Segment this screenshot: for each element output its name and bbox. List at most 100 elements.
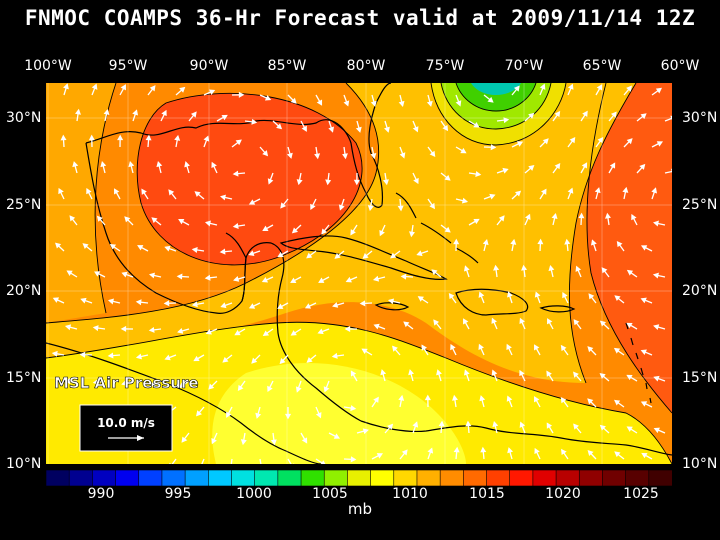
wind-arrowhead (280, 202, 287, 209)
wind-arrowhead (277, 251, 284, 258)
lat-label-left: 30°N (6, 110, 42, 126)
wind-arrowhead (328, 126, 335, 133)
map-title: FNMOC COAMPS 36-Hr Forecast valid at 200… (24, 6, 696, 30)
wind-arrowhead (350, 405, 357, 412)
wind-arrowhead (121, 380, 128, 386)
wind-arrowhead (599, 373, 606, 379)
wind-arrowhead (587, 450, 594, 457)
wind-arrow (664, 170, 672, 174)
wind-arrowhead (367, 205, 374, 212)
wind-arrowhead (238, 91, 245, 98)
wind-arrowhead (626, 426, 633, 432)
wind-arrowhead (221, 114, 228, 121)
wind-arrow (171, 458, 177, 464)
wind-arrowhead (196, 410, 202, 417)
lon-label: 85°W (267, 58, 307, 74)
wind-arrowhead (79, 351, 86, 358)
wind-arrowhead (652, 220, 659, 227)
colorbar-swatch (347, 470, 372, 486)
lon-label: 80°W (346, 58, 386, 74)
wind-arrowhead (69, 215, 76, 222)
wind-arrowhead (413, 177, 419, 185)
wind-arrowhead (315, 412, 322, 419)
lat-label-right: 25°N (682, 197, 718, 213)
wind-arrowhead (614, 399, 621, 406)
wind-arrowhead (387, 298, 395, 305)
wind-arrowhead (493, 264, 500, 271)
colorbar-tick: 1000 (236, 486, 272, 502)
wind-arrowhead (546, 370, 552, 377)
wind-arrowhead (270, 439, 277, 446)
wind-arrowhead (306, 357, 313, 363)
wind-arrowhead (262, 225, 269, 231)
colorbar-swatch (138, 470, 163, 486)
wind-arrowhead (626, 138, 633, 145)
wind-arrowhead (480, 446, 487, 453)
wind-arrowhead (438, 420, 445, 427)
wind-arrowhead (149, 85, 156, 92)
wind-arrowhead (641, 452, 648, 459)
wind-arrowhead (117, 134, 124, 141)
wind-arrowhead (94, 271, 101, 277)
wind-arrowhead (325, 179, 332, 186)
wind-arrowhead (362, 428, 369, 435)
wind-arrowhead (321, 228, 328, 235)
wind-arrowhead (569, 137, 576, 144)
wind-arrowhead (442, 124, 449, 132)
wind-arrowhead (573, 319, 580, 326)
wind-arrowhead (310, 203, 316, 211)
wind-arrowhead (534, 396, 540, 403)
wind-arrowhead (412, 421, 419, 428)
wind-arrowhead (370, 153, 377, 160)
wind-arrowhead (350, 229, 356, 236)
wind-arrowhead (338, 204, 345, 211)
wind-arrowhead (350, 456, 357, 463)
wind-arrowhead (609, 162, 616, 169)
wind-arrowhead (491, 369, 498, 376)
wind-arrowhead (191, 301, 198, 308)
wind-arrowhead (429, 150, 436, 157)
wind-arrowhead (107, 352, 114, 359)
wind-arrowhead (601, 267, 608, 274)
wind-arrowhead (534, 291, 541, 298)
wind-arrowhead (164, 245, 171, 252)
wind-arrowhead (156, 160, 163, 168)
wind-arrowhead (433, 319, 440, 326)
wind-arrowhead (489, 193, 496, 200)
wind-arrowhead (219, 194, 226, 201)
colorbar-swatch (370, 470, 395, 486)
wind-arrowhead (403, 321, 410, 328)
colorbar-units: mb (347, 500, 373, 518)
lon-label: 75°W (425, 58, 465, 74)
wind-arrowhead (427, 447, 434, 454)
colorbar-tick: 995 (164, 486, 192, 502)
wind-arrowhead (478, 343, 484, 351)
wind-arrowhead (264, 95, 272, 101)
wind-arrowhead (478, 291, 485, 298)
colorbar-swatch (231, 470, 256, 486)
wind-arrowhead (82, 243, 89, 249)
wind-arrowhead (372, 275, 380, 282)
wind-arrowhead (86, 187, 92, 195)
wind-arrowhead (502, 167, 509, 174)
lon-label: 60°W (660, 58, 700, 74)
wind-arrowhead (424, 394, 431, 401)
wind-arrowhead (506, 343, 512, 351)
wind-arrow (287, 458, 292, 464)
wind-arrowhead (487, 96, 494, 103)
wind-arrowhead (626, 322, 633, 329)
wind-arrowhead (460, 147, 467, 154)
wind-arrowhead (304, 303, 312, 309)
wind-arrowhead (567, 83, 574, 90)
wind-arrowhead (653, 375, 660, 382)
wind-arrowhead (295, 386, 302, 393)
wind-arrowhead (176, 273, 183, 280)
wind-arrowhead (262, 150, 269, 157)
lon-label: 90°W (189, 58, 229, 74)
wind-arrowhead (582, 110, 588, 117)
wind-arrowhead (655, 87, 662, 94)
wind-arrowhead (450, 344, 456, 351)
wind-arrowhead (114, 188, 120, 195)
wind-arrowhead (63, 83, 69, 90)
colorbar-swatch (439, 470, 465, 486)
